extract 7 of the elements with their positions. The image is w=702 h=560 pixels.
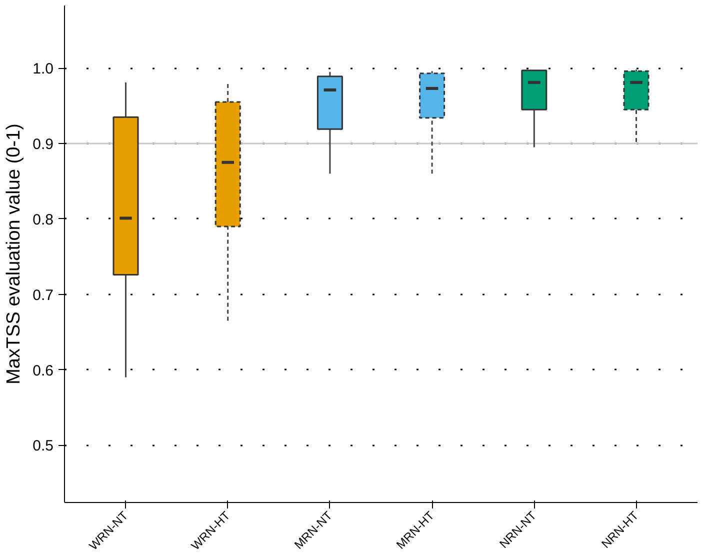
y-tick-label: 0.9 [32,136,54,154]
y-tick-label: 0.7 [32,286,54,304]
y-tick-label: 0.5 [32,438,54,455]
y-tick-label: 0.8 [32,211,54,228]
y-axis-title: MaxTSS evaluation value (0-1) [4,124,25,384]
y-tick-label: 0.6 [32,362,54,380]
y-tick-label: 1.0 [32,60,54,78]
